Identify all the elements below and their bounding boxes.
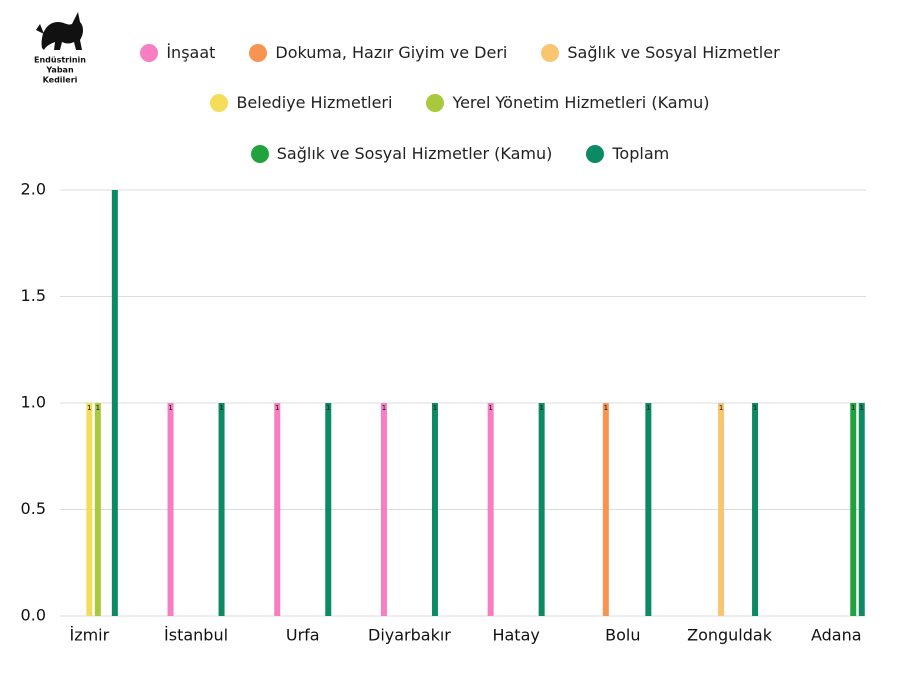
bar [274,403,281,616]
x-tick-label: Zonguldak [687,626,773,645]
bar [645,403,652,616]
bar [86,403,93,616]
data-label: 1 [168,404,172,412]
legend-swatch [140,43,159,62]
bar [218,403,225,616]
legend-item[interactable]: Yerel Yönetim Hizmetleri (Kamu) [426,93,710,112]
bar [111,190,118,616]
bar [94,403,101,616]
bar [718,403,725,616]
data-label: 1 [275,404,279,412]
data-label: 1 [860,404,864,412]
y-tick-label: 0.5 [21,499,46,518]
bar [325,403,332,616]
logo-cat [36,12,83,50]
legend-label: Dokuma, Hazır Giyim ve Deri [275,43,508,62]
logo-text: Kedileri [43,76,78,85]
legend-label: İnşaat [166,43,216,62]
data-label: 1 [433,404,437,412]
legend-item[interactable]: Sağlık ve Sosyal Hizmetler (Kamu) [250,144,553,163]
x-tick-label: Diyarbakır [368,626,451,645]
data-label: 1 [646,404,650,412]
legend-item[interactable]: Belediye Hizmetleri [210,93,392,112]
legend-row: İnşaat Dokuma, Hazır Giyim ve Deri Sağlık … [60,43,860,62]
legend-label: Belediye Hizmetleri [236,93,393,112]
legend-swatch [426,93,445,112]
x-tick-label: Urfa [286,626,320,645]
legend-item[interactable]: Dokuma, Hazır Giyim ve Deri [249,43,507,62]
bar [167,403,174,616]
legend-swatch [541,43,560,62]
data-label: 1 [382,404,386,412]
legend-swatch [250,144,269,163]
legend-item[interactable]: İnşaat [140,43,215,62]
bar [858,403,865,616]
bar [752,403,759,616]
x-tick-label: Hatay [492,626,539,645]
legend-label: Sağlık ve Sosyal Hizmetler [567,43,780,62]
data-label: 1 [539,404,543,412]
x-tick-label: İstanbul [164,626,228,645]
data-label: 1 [719,404,723,412]
legend-item[interactable]: Toplam [586,144,669,163]
legend-label: Toplam [612,144,670,163]
bar [538,403,545,616]
data-label: 1 [851,404,855,412]
y-tick-label: 0.0 [21,606,46,625]
logo-text: Yaban [45,66,74,75]
bar [431,403,438,616]
x-tick-label: Adana [811,626,862,645]
bar [850,403,857,616]
y-tick-label: 1.0 [21,393,46,412]
data-label: 1 [753,404,757,412]
legend-row: Belediye Hizmetleri Yerel Yönetim Hizmetl… [60,93,860,112]
legend-label: Sağlık ve Sosyal Hizmetler (Kamu) [276,144,553,163]
logo-text: Endüstrinin [34,56,86,65]
legend-swatch [210,93,229,112]
x-tick-label: Bolu [605,626,640,645]
bar [380,403,387,616]
legend-swatch [249,43,268,62]
bar [487,403,494,616]
legend-item[interactable]: Sağlık ve Sosyal Hizmetler [541,43,780,62]
data-label: 1 [604,404,608,412]
data-label: 1 [96,404,100,412]
data-label: 1 [219,404,223,412]
data-label: 1 [326,404,330,412]
legend-label: Yerel Yönetim Hizmetleri (Kamu) [452,93,710,112]
legend-swatch [586,144,605,163]
legend-row: Sağlık ve Sosyal Hizmetler (Kamu) Toplam [60,144,860,163]
bar [602,403,609,616]
data-label: 1 [87,404,91,412]
y-tick-label: 2.0 [21,180,46,199]
logo: Endüstrinin Yaban Kedileri [34,12,86,85]
data-label: 1 [488,404,492,412]
x-tick-label: İzmir [69,626,109,645]
y-tick-label: 1.5 [21,286,46,305]
